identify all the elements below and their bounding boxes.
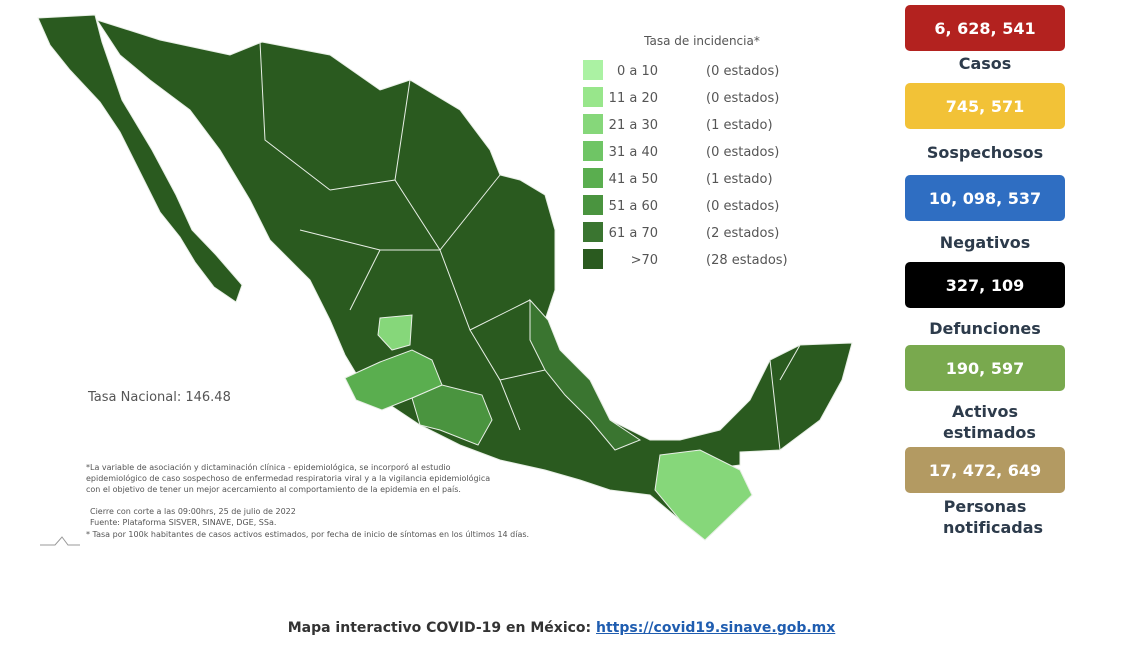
logo	[40, 536, 80, 546]
legend-count: (0 estados)	[706, 199, 779, 214]
footnote: Fuente: Plataforma SISVER, SINAVE, DGE, …	[90, 518, 277, 527]
legend-range: 51 a 60	[609, 199, 658, 214]
stat-value: 10, 098, 537	[905, 175, 1065, 221]
map: Tasa de incidencia* 0 a 10 (0 estados) 11 a…	[37, 14, 853, 546]
state-michoacan-guerrero	[411, 384, 493, 446]
legend-range: 11 a 20	[609, 91, 658, 106]
legend-swatch	[583, 60, 603, 80]
legend-swatch	[583, 141, 603, 161]
state-jalisco	[344, 349, 443, 411]
legend-range: 0 a 10	[617, 64, 658, 79]
legend-count: (1 estado)	[706, 172, 773, 187]
footnote: * Tasa por 100k habitantes de casos acti…	[86, 530, 530, 539]
legend-range: 61 a 70	[609, 226, 658, 241]
legend-count: (0 estados)	[706, 145, 779, 160]
legend-swatch	[583, 168, 603, 188]
stat-label: Personas notificadas	[943, 497, 1044, 537]
state-aguascalientes	[377, 314, 413, 351]
footer-link[interactable]: https://covid19.sinave.gob.mx	[596, 620, 836, 636]
mexico-mainland	[95, 19, 853, 541]
stat-value: 190, 597	[905, 345, 1065, 391]
legend-count: (1 estado)	[706, 118, 773, 133]
stat-label: Defunciones	[929, 319, 1041, 338]
footer: Mapa interactivo COVID-19 en México: htt…	[0, 620, 1123, 636]
footnote: *La variable de asociación y dictaminaci…	[86, 463, 491, 494]
legend-range: 41 a 50	[609, 172, 658, 187]
footnote: Cierre con corte a las 09:00hrs, 25 de j…	[90, 507, 296, 516]
stat-label: Sospechosos	[926, 143, 1044, 162]
stat-value: 6, 628, 541	[905, 5, 1065, 51]
state-chiapas	[654, 449, 753, 541]
stat-label: Activos estimados	[943, 402, 1036, 442]
legend-range: >70	[631, 253, 658, 268]
legend-range: 21 a 30	[609, 118, 658, 133]
legend-title: Tasa de incidencia*	[643, 34, 760, 48]
state-veracruz	[529, 298, 642, 451]
legend-count: (0 estados)	[706, 64, 779, 79]
stat-value: 327, 109	[905, 262, 1065, 308]
legend-count: (28 estados)	[706, 253, 788, 268]
state-borders	[259, 41, 801, 451]
footer-text: Mapa interactivo COVID-19 en México:	[287, 620, 592, 636]
stat-label: Casos	[958, 54, 1012, 73]
national-rate: Tasa Nacional: 146.48	[87, 390, 231, 405]
legend-swatch	[583, 87, 603, 107]
legend-swatch	[583, 222, 603, 242]
legend-count: (2 estados)	[706, 226, 779, 241]
legend-swatch	[583, 249, 603, 269]
stat-label: Negativos	[939, 233, 1031, 252]
legend-count: (0 estados)	[706, 91, 779, 106]
legend-swatch	[583, 114, 603, 134]
stat-value: 17, 472, 649	[905, 447, 1065, 493]
baja-california	[37, 14, 243, 303]
stat-value: 745, 571	[905, 83, 1065, 129]
legend-range: 31 a 40	[609, 145, 658, 160]
legend-swatch	[583, 195, 603, 215]
